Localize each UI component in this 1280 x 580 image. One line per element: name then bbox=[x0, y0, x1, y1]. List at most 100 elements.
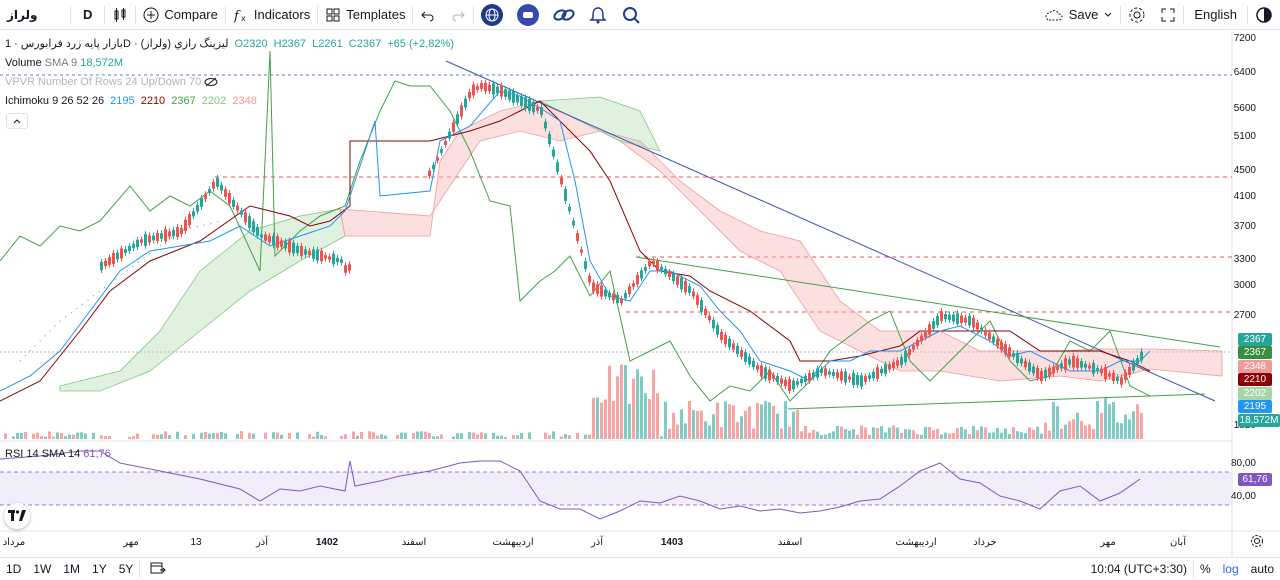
date-range-button[interactable] bbox=[140, 561, 176, 578]
candle[interactable] bbox=[916, 340, 919, 346]
candle[interactable] bbox=[636, 274, 639, 285]
candle[interactable] bbox=[480, 83, 483, 89]
candle[interactable] bbox=[464, 98, 467, 108]
candle[interactable] bbox=[1120, 377, 1123, 385]
candle[interactable] bbox=[1072, 355, 1075, 368]
candle[interactable] bbox=[1036, 367, 1039, 379]
candle[interactable] bbox=[732, 343, 735, 350]
candle[interactable] bbox=[1048, 367, 1051, 377]
eye-off-icon[interactable] bbox=[204, 77, 218, 87]
candle[interactable] bbox=[708, 315, 711, 321]
settings-button[interactable] bbox=[1121, 0, 1153, 30]
candle[interactable] bbox=[1084, 363, 1087, 368]
candle[interactable] bbox=[704, 308, 707, 316]
candle[interactable] bbox=[184, 219, 187, 231]
candle[interactable] bbox=[976, 322, 979, 330]
candle[interactable] bbox=[260, 234, 263, 238]
candle[interactable] bbox=[632, 283, 635, 287]
candle[interactable] bbox=[236, 205, 239, 211]
candle[interactable] bbox=[456, 114, 459, 124]
candle[interactable] bbox=[592, 282, 595, 292]
candle[interactable] bbox=[736, 345, 739, 355]
range-button-1y[interactable]: 1Y bbox=[92, 562, 107, 576]
candle[interactable] bbox=[724, 334, 727, 345]
log-toggle[interactable]: log bbox=[1222, 562, 1239, 576]
symbol-search[interactable]: ولراز bbox=[0, 0, 70, 30]
candle[interactable] bbox=[548, 133, 551, 145]
candle[interactable] bbox=[744, 352, 747, 362]
candle[interactable] bbox=[664, 268, 667, 275]
candle[interactable] bbox=[544, 121, 547, 129]
candle[interactable] bbox=[152, 235, 155, 241]
candle[interactable] bbox=[980, 327, 983, 332]
candle[interactable] bbox=[1088, 365, 1091, 369]
candle[interactable] bbox=[940, 311, 943, 321]
candle[interactable] bbox=[700, 300, 703, 312]
time-axis-settings[interactable] bbox=[1250, 534, 1264, 553]
tool-button-3[interactable] bbox=[546, 0, 582, 30]
candle[interactable] bbox=[256, 226, 259, 236]
candle[interactable] bbox=[1028, 362, 1031, 372]
candle[interactable] bbox=[764, 367, 767, 379]
candle[interactable] bbox=[604, 289, 607, 297]
candle[interactable] bbox=[484, 82, 487, 92]
candle[interactable] bbox=[488, 84, 491, 92]
candle[interactable] bbox=[988, 332, 991, 340]
candle[interactable] bbox=[432, 164, 435, 170]
candle[interactable] bbox=[896, 360, 899, 366]
candle[interactable] bbox=[460, 105, 463, 117]
tool-button-1[interactable] bbox=[474, 0, 510, 30]
candle[interactable] bbox=[296, 245, 299, 254]
candle[interactable] bbox=[596, 284, 599, 294]
candle[interactable] bbox=[1136, 358, 1139, 364]
percent-toggle[interactable]: % bbox=[1199, 562, 1211, 576]
candle[interactable] bbox=[252, 221, 255, 233]
candle[interactable] bbox=[276, 236, 279, 248]
candle[interactable] bbox=[620, 298, 623, 304]
candle[interactable] bbox=[1032, 366, 1035, 374]
candle[interactable] bbox=[648, 261, 651, 267]
candle[interactable] bbox=[740, 350, 743, 357]
candle[interactable] bbox=[1128, 366, 1131, 376]
candle[interactable] bbox=[176, 227, 179, 237]
candle[interactable] bbox=[288, 240, 291, 253]
candle[interactable] bbox=[688, 286, 691, 293]
candles-series[interactable] bbox=[100, 79, 1143, 394]
candle[interactable] bbox=[772, 375, 775, 379]
candle[interactable] bbox=[584, 261, 587, 269]
candle[interactable] bbox=[540, 107, 543, 115]
candle[interactable] bbox=[320, 250, 323, 262]
candle[interactable] bbox=[868, 375, 871, 379]
candle[interactable] bbox=[748, 356, 751, 365]
candle[interactable] bbox=[1060, 363, 1063, 369]
candle[interactable] bbox=[172, 230, 175, 236]
candle[interactable] bbox=[892, 362, 895, 368]
candle[interactable] bbox=[796, 381, 799, 385]
candle[interactable] bbox=[808, 373, 811, 381]
candle[interactable] bbox=[284, 241, 287, 249]
candle[interactable] bbox=[512, 91, 515, 103]
candle[interactable] bbox=[496, 86, 499, 94]
candle[interactable] bbox=[1004, 343, 1007, 355]
auto-toggle[interactable]: auto bbox=[1250, 562, 1274, 576]
trendline-lower[interactable] bbox=[787, 393, 1206, 410]
candle[interactable] bbox=[1040, 370, 1043, 382]
candle[interactable] bbox=[244, 212, 247, 223]
candle[interactable] bbox=[948, 314, 951, 320]
candle[interactable] bbox=[220, 184, 223, 191]
chart-area[interactable]: بازار پایه زرد فرابورس · 1D · ليزينگ راز… bbox=[0, 31, 1280, 580]
candle[interactable] bbox=[684, 280, 687, 293]
candle[interactable] bbox=[524, 97, 527, 109]
candle[interactable] bbox=[836, 372, 839, 378]
candle[interactable] bbox=[180, 227, 183, 235]
candle[interactable] bbox=[212, 181, 215, 189]
candle[interactable] bbox=[824, 368, 827, 376]
candle[interactable] bbox=[1132, 361, 1135, 371]
candle[interactable] bbox=[864, 376, 867, 382]
candle[interactable] bbox=[904, 350, 907, 363]
candle[interactable] bbox=[272, 235, 275, 246]
candle[interactable] bbox=[656, 260, 659, 271]
candle[interactable] bbox=[832, 372, 835, 376]
candle[interactable] bbox=[964, 317, 967, 323]
